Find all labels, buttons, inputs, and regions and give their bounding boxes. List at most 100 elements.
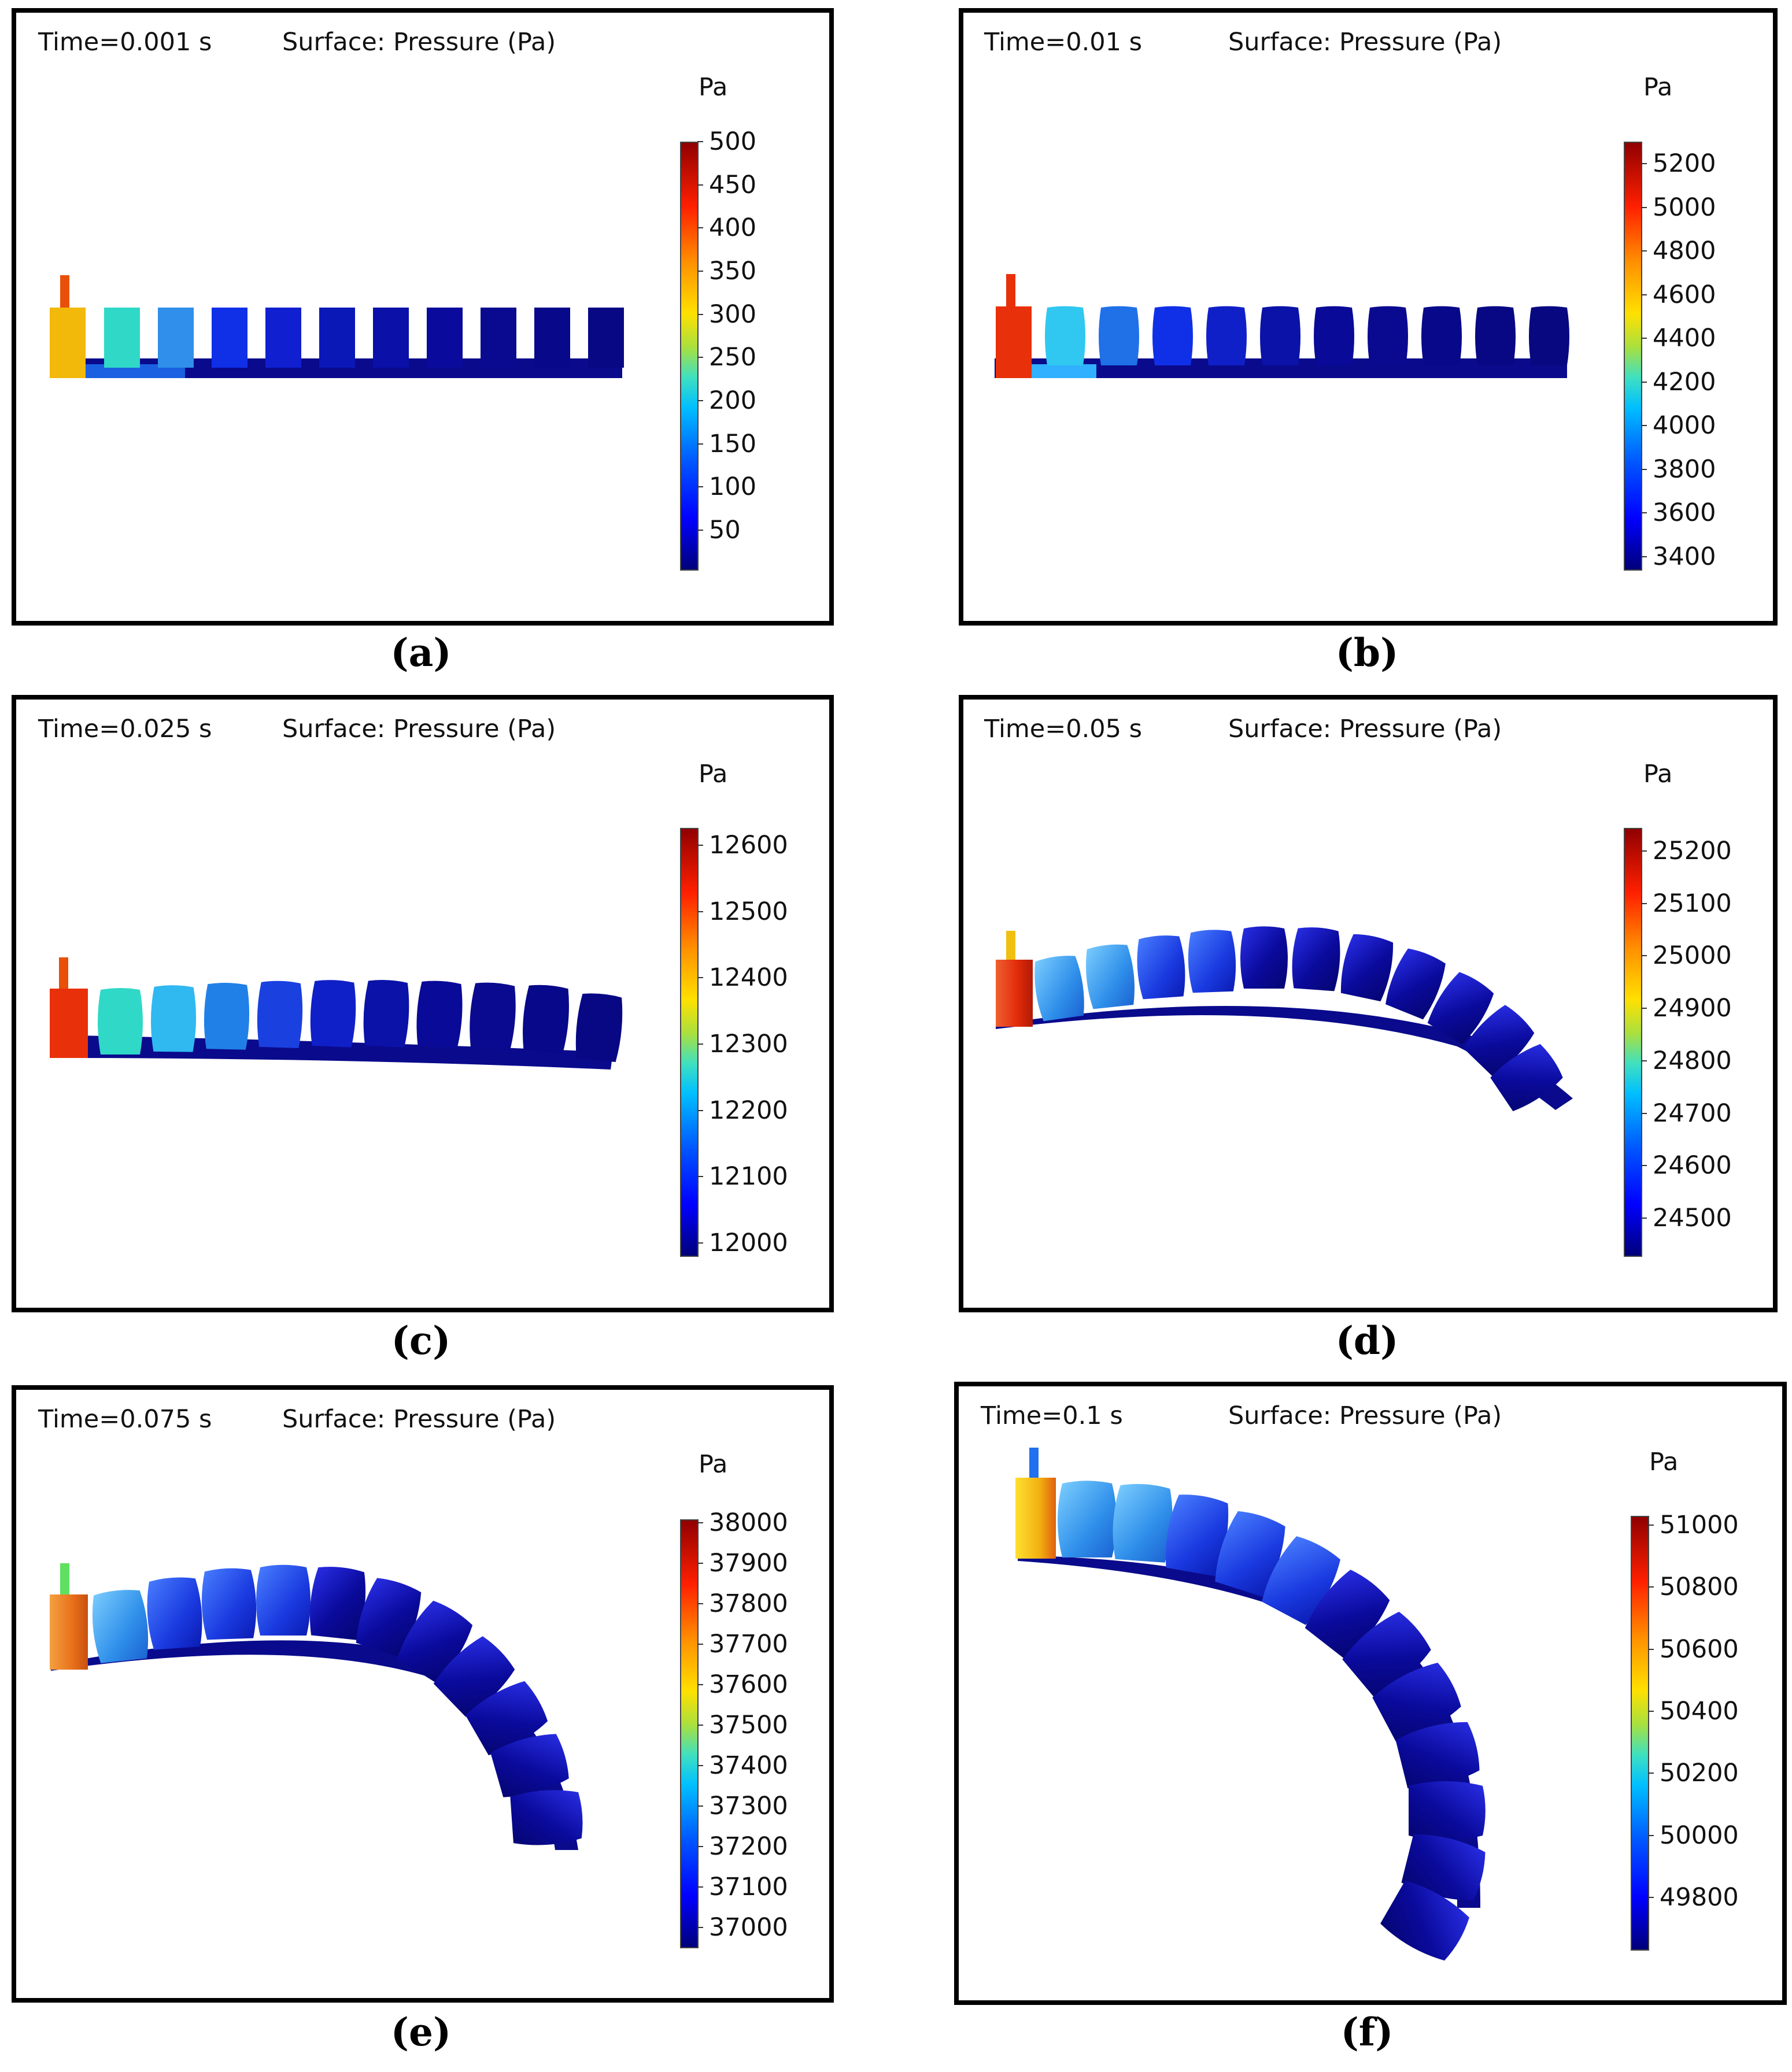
surface-label-c: Surface: Pressure (Pa) — [282, 715, 556, 743]
inlet-tube — [1006, 931, 1015, 961]
colorbar-tick-mark — [697, 1044, 703, 1045]
colorbar-tick-label: 12200 — [709, 1096, 788, 1125]
simulation-c — [50, 957, 623, 1070]
colorbar-a — [680, 142, 699, 571]
inlet-chamber — [1015, 1478, 1056, 1559]
colorbar-d — [1624, 828, 1642, 1257]
unit-label-b: Pa — [1643, 73, 1673, 102]
chamber — [1215, 1511, 1285, 1597]
surface-label-a: Surface: Pressure (Pa) — [282, 28, 556, 57]
colorbar-tick-label: 24900 — [1653, 994, 1732, 1023]
colorbar-tick-label: 49800 — [1660, 1883, 1739, 1912]
caption-e: (e) — [390, 2010, 452, 2055]
chamber — [1137, 935, 1185, 1000]
inlet-chamber — [996, 306, 1032, 378]
caption-c: (c) — [391, 1318, 451, 1363]
colorbar-f — [1631, 1516, 1649, 1951]
colorbar-tick-mark — [1648, 1711, 1654, 1712]
colorbar-tick-mark — [1641, 1165, 1647, 1167]
colorbar-tick-label: 4600 — [1653, 280, 1716, 309]
colorbar-tick-mark — [697, 486, 703, 488]
time-label-f: Time=0.1 s — [981, 1401, 1123, 1430]
chamber — [92, 1590, 149, 1663]
chamber — [363, 980, 409, 1048]
colorbar-tick-label: 24500 — [1653, 1204, 1732, 1233]
colorbar-tick-mark — [1641, 250, 1647, 252]
chamber — [201, 1568, 257, 1640]
colorbar-tick-label: 37900 — [709, 1549, 788, 1578]
colorbar-tick-mark — [1641, 338, 1647, 339]
colorbar-tick-label: 5200 — [1653, 149, 1716, 178]
colorbar-tick-label: 37300 — [709, 1792, 788, 1821]
colorbar-tick-mark — [697, 911, 703, 912]
chamber — [265, 308, 301, 368]
chamber — [1305, 1570, 1390, 1659]
unit-label-a: Pa — [699, 73, 728, 102]
actuator-base — [996, 1006, 1573, 1110]
chamber — [1372, 1662, 1461, 1742]
colorbar-tick-mark — [697, 141, 703, 142]
colorbar-tick-label: 24700 — [1653, 1098, 1732, 1128]
unit-label-d: Pa — [1643, 760, 1673, 789]
chamber — [256, 1564, 311, 1636]
colorbar-tick-mark — [697, 1603, 703, 1604]
colorbar-e — [680, 1519, 699, 1948]
colorbar-tick-label: 4400 — [1653, 324, 1716, 353]
colorbar-tick-mark — [1641, 1008, 1647, 1009]
colorbar-tick-label: 50 — [709, 516, 741, 545]
colorbar-tick-mark — [697, 271, 703, 272]
colorbar-tick-mark — [1648, 1525, 1654, 1526]
colorbar-tick-mark — [1641, 381, 1647, 383]
colorbar-tick-label: 500 — [709, 127, 757, 156]
colorbar-tick-mark — [697, 977, 703, 979]
chamber — [309, 1567, 366, 1640]
colorbar-tick-label: 12300 — [709, 1030, 788, 1059]
colorbar-tick-mark — [1648, 1834, 1654, 1836]
chamber — [1475, 306, 1516, 365]
chamber — [1260, 306, 1300, 365]
colorbar-tick-mark — [697, 1846, 703, 1847]
time-label-d: Time=0.05 s — [984, 715, 1143, 743]
chamber — [1085, 944, 1135, 1009]
chamber — [1395, 1722, 1480, 1789]
colorbar-tick-mark — [697, 400, 703, 401]
inlet-chamber — [50, 989, 88, 1058]
colorbar-tick-mark — [1641, 294, 1647, 295]
chamber — [588, 308, 624, 368]
colorbar-tick-mark — [697, 1886, 703, 1888]
colorbar-tick-label: 50000 — [1660, 1821, 1739, 1850]
colorbar-tick-mark — [697, 1644, 703, 1645]
chamber — [481, 308, 516, 368]
inlet-chamber — [50, 1594, 88, 1670]
chamber — [1240, 926, 1288, 989]
colorbar-tick-mark — [697, 313, 703, 315]
colorbar-tick-mark — [697, 845, 703, 846]
colorbar-tick-label: 25000 — [1653, 941, 1732, 971]
colorbar-tick-mark — [697, 1522, 703, 1523]
colorbar-tick-mark — [1641, 1112, 1647, 1114]
colorbar-tick-label: 37600 — [709, 1670, 788, 1699]
colorbar-tick-label: 51000 — [1660, 1511, 1739, 1540]
colorbar-tick-label: 12100 — [709, 1162, 788, 1192]
chamber — [1340, 934, 1394, 1002]
colorbar-tick-mark — [697, 184, 703, 186]
colorbar-tick-label: 37200 — [709, 1832, 788, 1861]
time-label-b: Time=0.01 s — [984, 28, 1143, 57]
chamber — [1342, 1611, 1431, 1698]
colorbar-tick-label: 25200 — [1653, 837, 1732, 865]
chamber — [1058, 1481, 1117, 1557]
colorbar-tick-mark — [1648, 1897, 1654, 1898]
inlet-tube — [59, 957, 68, 989]
surface-label-e: Surface: Pressure (Pa) — [282, 1405, 556, 1434]
chamber — [257, 980, 303, 1048]
colorbar-tick-label: 50400 — [1660, 1697, 1739, 1726]
colorbar-tick-label: 3400 — [1653, 542, 1716, 571]
colorbar-tick-mark — [697, 1242, 703, 1244]
colorbar-tick-label: 24800 — [1653, 1046, 1732, 1075]
colorbar-tick-label: 24600 — [1653, 1151, 1732, 1181]
chamber — [470, 982, 516, 1051]
colorbar-tick-mark — [697, 1725, 703, 1726]
inlet-tube — [1006, 274, 1015, 308]
colorbar-tick-label: 4000 — [1653, 411, 1716, 441]
